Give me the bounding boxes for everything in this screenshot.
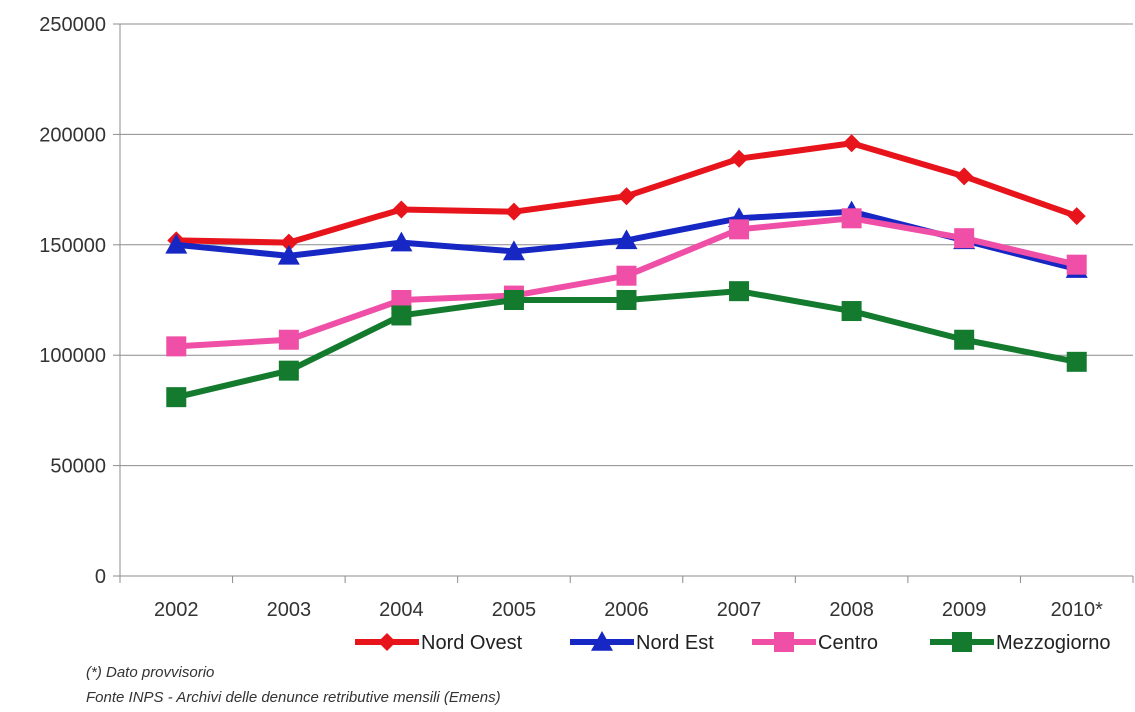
x-axis-ticks: 2002 2003 2004 2005 2006 2007 2008 2009 2010*: [154, 599, 1103, 621]
data-point: [841, 301, 862, 322]
data-point: [729, 281, 750, 302]
legend-item: Nord Est: [570, 631, 714, 654]
data-point: [954, 228, 975, 249]
data-point: [1066, 351, 1087, 372]
data-point: [166, 387, 187, 408]
legend-label: Mezzogiorno: [996, 632, 1111, 654]
series-mezzogiorno: [166, 281, 1087, 408]
legend-marker: [378, 633, 396, 651]
legend-item: Mezzogiorno: [930, 632, 1111, 654]
y-tick-label: 100000: [39, 345, 106, 367]
data-point: [955, 167, 974, 186]
axes: [113, 23, 1134, 583]
legend-item: Centro: [752, 632, 878, 654]
data-point: [841, 208, 862, 229]
data-point: [279, 233, 298, 252]
data-point: [730, 149, 749, 168]
x-tick-label: 2006: [604, 599, 649, 621]
legend-label: Centro: [818, 632, 878, 654]
x-tick-label: 2007: [717, 599, 762, 621]
series-nord-ovest: [167, 134, 1086, 252]
data-point: [617, 187, 636, 206]
data-point: [504, 202, 523, 221]
data-point: [954, 329, 975, 350]
data-point: [278, 360, 299, 381]
y-tick-label: 250000: [39, 14, 106, 36]
y-tick-label: 50000: [50, 456, 106, 478]
x-tick-label: 2004: [379, 599, 424, 621]
data-point: [616, 265, 637, 286]
legend: Nord Ovest Nord Est Centro Mezzogiorno: [355, 631, 1111, 654]
x-tick-label: 2002: [154, 599, 199, 621]
source-note: Fonte INPS - Archivi delle denunce retri…: [86, 689, 501, 706]
y-tick-label: 200000: [39, 124, 106, 146]
data-point: [1066, 254, 1087, 275]
x-tick-label: 2010*: [1051, 599, 1103, 621]
data-point: [392, 200, 411, 219]
data-point: [277, 244, 300, 265]
legend-label: Nord Ovest: [421, 632, 523, 654]
legend-marker: [591, 631, 613, 651]
legend-label: Nord Est: [636, 632, 714, 654]
data-point: [278, 329, 299, 350]
x-tick-label: 2008: [829, 599, 874, 621]
provisional-note: (*) Dato provvisorio: [86, 664, 215, 681]
data-point: [1067, 207, 1086, 226]
data-point: [390, 231, 413, 252]
data-point: [165, 233, 188, 254]
series-lines: [165, 134, 1088, 408]
data-point: [502, 240, 525, 261]
data-point: [842, 134, 861, 153]
data-point: [391, 305, 412, 326]
y-tick-label: 0: [95, 566, 106, 588]
x-tick-label: 2009: [942, 599, 987, 621]
data-point: [391, 290, 412, 310]
data-point: [616, 290, 637, 310]
legend-item: Nord Ovest: [355, 632, 523, 654]
y-axis-ticks: 0 50000 100000 150000 200000 250000: [39, 14, 106, 588]
y-tick-label: 150000: [39, 235, 106, 257]
data-point: [615, 229, 638, 250]
legend-marker: [952, 632, 972, 652]
legend-marker: [774, 632, 794, 652]
x-tick-label: 2005: [492, 599, 537, 621]
x-tick-label: 2003: [267, 599, 312, 621]
data-point: [166, 336, 187, 357]
data-point: [503, 290, 524, 310]
data-point: [729, 219, 750, 240]
